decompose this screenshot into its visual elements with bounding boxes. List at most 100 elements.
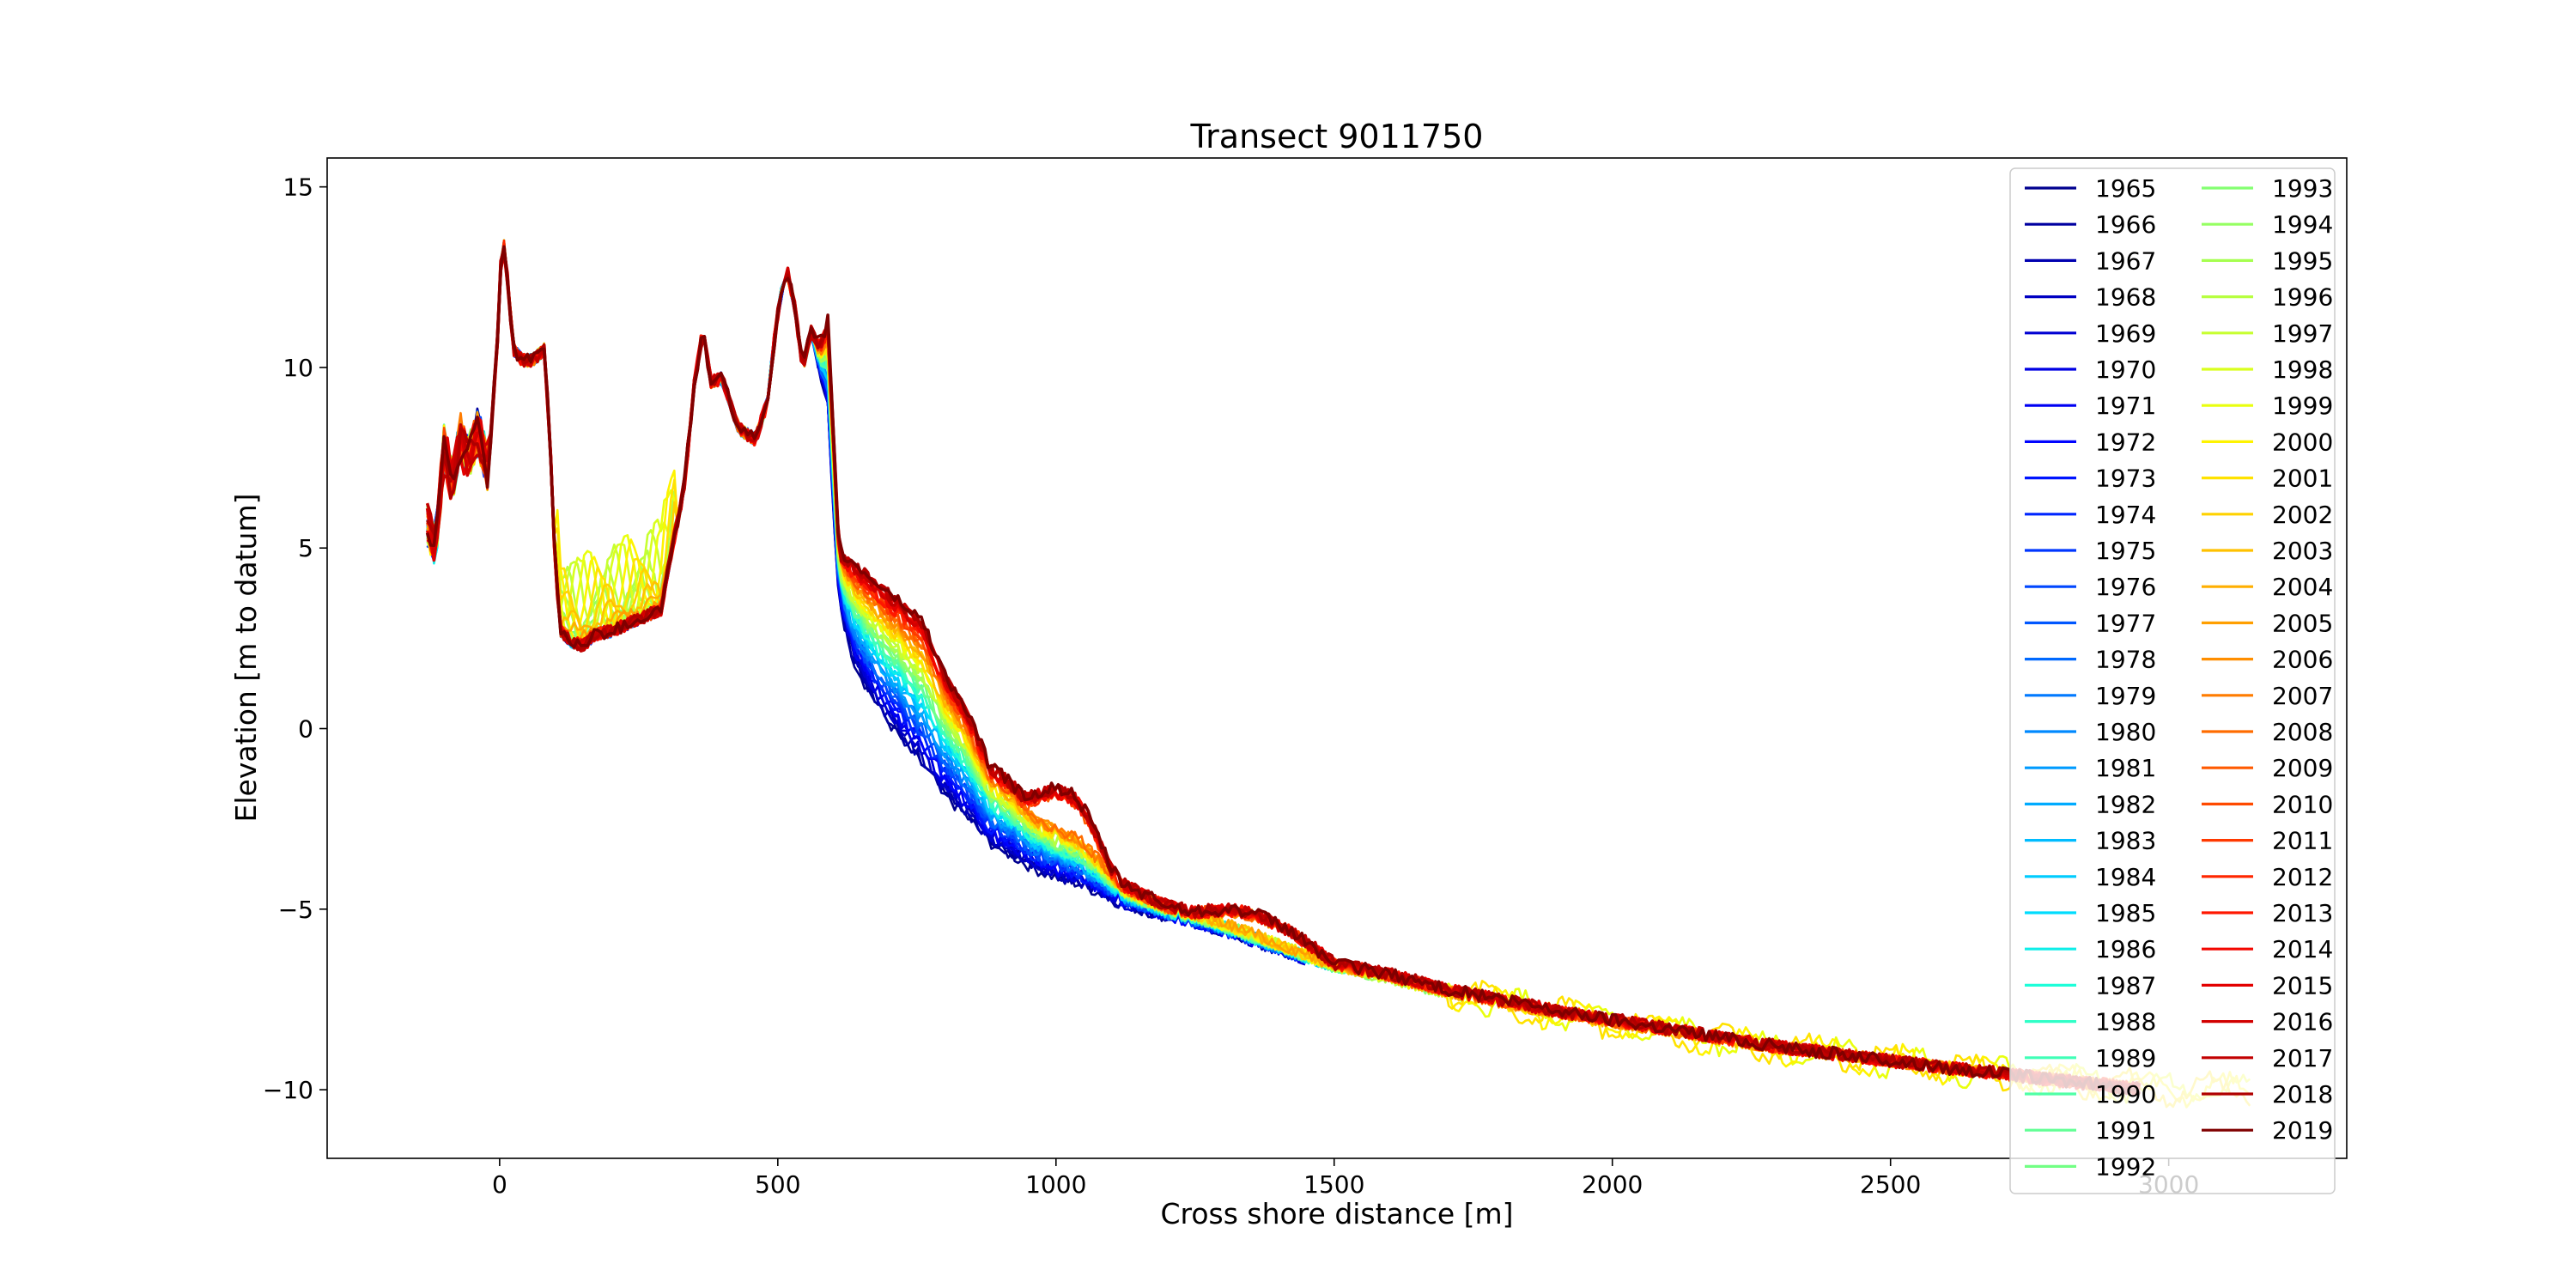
legend-label: 2008 <box>2272 718 2333 746</box>
legend-label: 1965 <box>2095 174 2156 203</box>
legend-label: 1992 <box>2095 1152 2156 1181</box>
legend-label: 2014 <box>2272 935 2333 963</box>
legend-entry-2004: 2004 <box>2202 573 2333 601</box>
legend-entry-2003: 2003 <box>2202 537 2333 565</box>
legend-entry-2000: 2000 <box>2202 428 2333 456</box>
legend-entry-2001: 2001 <box>2202 465 2333 493</box>
legend-entry-1999: 1999 <box>2202 392 2333 420</box>
series-line-2019 <box>425 245 2142 1095</box>
legend-label: 1970 <box>2095 355 2156 384</box>
legend-entry-1993: 1993 <box>2202 174 2333 203</box>
legend-entry-1982: 1982 <box>2025 790 2156 818</box>
legend-label: 1990 <box>2095 1080 2156 1109</box>
legend-label: 1987 <box>2095 971 2156 999</box>
y-axis-ticks: −10 −5 0 5 10 15 <box>263 173 327 1104</box>
legend-entry-2014: 2014 <box>2202 935 2333 963</box>
y-tick-label: 0 <box>298 715 313 744</box>
legend-entry-1979: 1979 <box>2025 682 2156 710</box>
legend-entry-1969: 1969 <box>2025 319 2156 348</box>
legend-label: 1973 <box>2095 465 2156 493</box>
legend-entry-1968: 1968 <box>2025 283 2156 312</box>
legend-entry-1996: 1996 <box>2202 283 2333 312</box>
legend-label: 2004 <box>2272 573 2333 601</box>
legend-label: 1975 <box>2095 537 2156 565</box>
legend-label: 2019 <box>2272 1116 2333 1145</box>
legend-entry-2013: 2013 <box>2202 899 2333 927</box>
legend-label: 2007 <box>2272 682 2333 710</box>
legend-label: 2003 <box>2272 537 2333 565</box>
x-tick-label: 2500 <box>1860 1170 1921 1199</box>
legend-label: 1981 <box>2095 754 2156 782</box>
legend-label: 2002 <box>2272 501 2333 529</box>
x-tick-label: 2000 <box>1582 1170 1643 1199</box>
legend-label: 2013 <box>2272 899 2333 927</box>
x-tick-label: 1500 <box>1303 1170 1364 1199</box>
legend-entry-1998: 1998 <box>2202 355 2333 384</box>
legend-entry-1995: 1995 <box>2202 246 2333 275</box>
legend-label: 2017 <box>2272 1044 2333 1072</box>
legend-entry-1994: 1994 <box>2202 210 2333 239</box>
legend-entry-1986: 1986 <box>2025 935 2156 963</box>
series-lines <box>425 239 2251 1109</box>
legend-label: 1978 <box>2095 646 2156 674</box>
x-tick-label: 500 <box>755 1170 800 1199</box>
y-tick-label: 10 <box>283 354 313 382</box>
chart-title: Transect 9011750 <box>1190 118 1484 155</box>
legend-label: 1971 <box>2095 392 2156 420</box>
legend-entry-1967: 1967 <box>2025 246 2156 275</box>
legend-label: 2009 <box>2272 754 2333 782</box>
legend-entry-2012: 2012 <box>2202 863 2333 891</box>
legend-label: 1991 <box>2095 1116 2156 1145</box>
y-tick-label: 5 <box>298 534 313 562</box>
legend-label: 1974 <box>2095 501 2156 529</box>
legend-entry-2002: 2002 <box>2202 501 2333 529</box>
legend-entry-1978: 1978 <box>2025 646 2156 674</box>
legend-entry-1973: 1973 <box>2025 465 2156 493</box>
legend-label: 2018 <box>2272 1080 2333 1109</box>
legend-entry-2018: 2018 <box>2202 1080 2333 1109</box>
legend-label: 1993 <box>2272 174 2333 203</box>
legend-entry-1965: 1965 <box>2025 174 2156 203</box>
legend-entry-1980: 1980 <box>2025 718 2156 746</box>
legend-label: 1977 <box>2095 609 2156 637</box>
legend-label: 1982 <box>2095 790 2156 818</box>
y-axis-label: Elevation [m to datum] <box>229 494 263 823</box>
plot-frame <box>326 157 2348 1159</box>
legend-label: 2010 <box>2272 790 2333 818</box>
legend-entry-2019: 2019 <box>2202 1116 2333 1145</box>
legend-label: 1988 <box>2095 1008 2156 1036</box>
legend-entry-1990: 1990 <box>2025 1080 2156 1109</box>
legend-entry-1975: 1975 <box>2025 537 2156 565</box>
legend-entry-1972: 1972 <box>2025 428 2156 456</box>
legend-entry-2005: 2005 <box>2202 609 2333 637</box>
y-tick-label: −10 <box>263 1076 313 1104</box>
legend-label: 1989 <box>2095 1044 2156 1072</box>
legend-entry-1966: 1966 <box>2025 210 2156 239</box>
legend-label: 2001 <box>2272 465 2333 493</box>
legend-label: 1985 <box>2095 899 2156 927</box>
legend-entry-2009: 2009 <box>2202 754 2333 782</box>
legend-entry-2006: 2006 <box>2202 646 2333 674</box>
legend-label: 2005 <box>2272 609 2333 637</box>
legend-entry-1991: 1991 <box>2025 1116 2156 1145</box>
legend-entry-1989: 1989 <box>2025 1044 2156 1072</box>
legend-items: 1965 1966 1967 1968 1969 1970 1971 1972 1973 1974… <box>2025 174 2333 1181</box>
legend-label: 1998 <box>2272 355 2333 384</box>
legend-label: 2006 <box>2272 646 2333 674</box>
legend-entry-1974: 1974 <box>2025 501 2156 529</box>
legend-label: 1997 <box>2272 319 2333 348</box>
legend-entry-1987: 1987 <box>2025 971 2156 999</box>
legend-entry-1992: 1992 <box>2025 1152 2156 1181</box>
legend-entry-2017: 2017 <box>2202 1044 2333 1072</box>
legend-entry-1971: 1971 <box>2025 392 2156 420</box>
legend-entry-2008: 2008 <box>2202 718 2333 746</box>
legend-label: 1967 <box>2095 246 2156 275</box>
legend-frame <box>2009 167 2336 1194</box>
legend-label: 1979 <box>2095 682 2156 710</box>
legend-label: 2011 <box>2272 827 2333 855</box>
legend-label: 2016 <box>2272 1008 2333 1036</box>
legend-label: 1976 <box>2095 573 2156 601</box>
y-tick-label: 15 <box>283 173 313 202</box>
legend-label: 1966 <box>2095 210 2156 239</box>
